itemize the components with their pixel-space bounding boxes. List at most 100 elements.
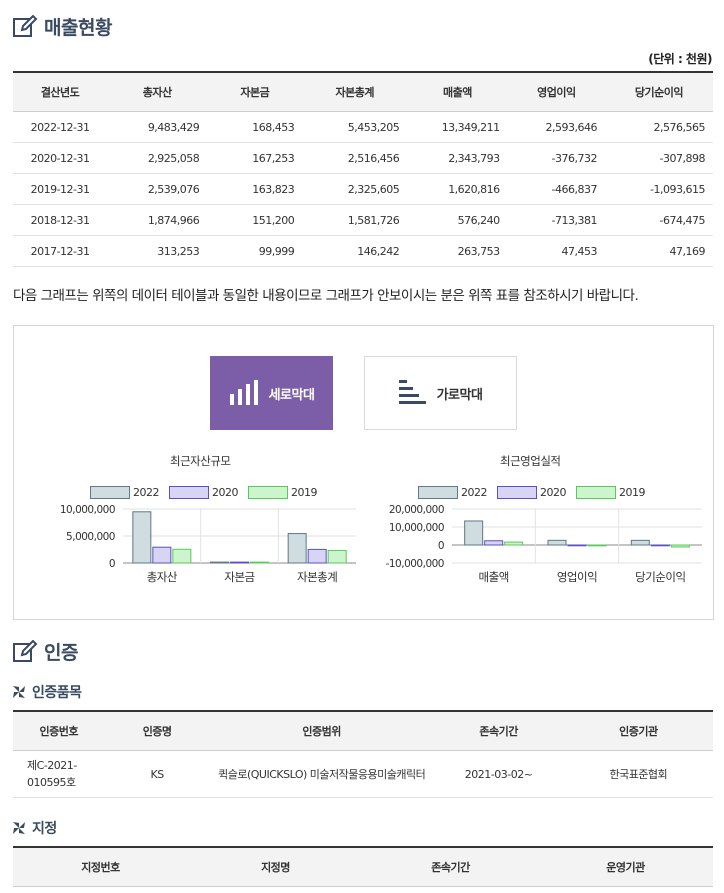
bar-2020 xyxy=(650,544,670,547)
col-header: 인증번호 xyxy=(13,710,105,751)
y-tick-label: 20,000,000 xyxy=(389,504,444,516)
chart2-legend: 2022 2020 2019 xyxy=(418,486,649,499)
legend-item-2020: 2020 xyxy=(169,486,239,499)
value-cell: -1,093,615 xyxy=(604,173,713,205)
edit-icon xyxy=(13,639,38,662)
legend-item-2019: 2019 xyxy=(248,486,318,499)
bar-2022 xyxy=(464,520,484,546)
value-cell: 2,593,646 xyxy=(507,111,605,143)
table-row: 2020-12-31 2,925,058 167,253 2,516,456 2,343… xyxy=(13,142,713,174)
table-row: 2018-12-31 1,874,966 151,200 1,581,726 576,2… xyxy=(13,204,713,236)
x-tick-label: 자본금 xyxy=(224,570,254,584)
year-cell: 2019-12-31 xyxy=(13,173,108,205)
chart1-title: 최근자산규모 xyxy=(170,454,231,468)
cert-agency: 한국표준협회 xyxy=(563,750,713,798)
sales-title: 매출현황 xyxy=(44,17,112,39)
bar-2020 xyxy=(567,544,587,547)
value-cell: 13,349,211 xyxy=(407,111,508,143)
col-header: 결산년도 xyxy=(13,71,108,112)
value-cell: 2,576,565 xyxy=(604,111,713,143)
col-header: 자본총계 xyxy=(302,71,408,112)
value-cell: -466,837 xyxy=(507,173,605,205)
bar-2020 xyxy=(152,546,172,564)
col-header: 자본금 xyxy=(207,71,303,112)
value-cell: 263,753 xyxy=(407,235,508,267)
bar-2020 xyxy=(484,540,504,546)
vertical-bars-icon xyxy=(229,380,258,405)
y-tick-label: -10,000,000 xyxy=(386,558,444,570)
designation-header-row: 지정번호 지정명 존속기간 운영기관 xyxy=(13,846,713,887)
x-tick-label: 매출액 xyxy=(479,570,509,584)
tab-horizontal-bar[interactable]: 가로막대 xyxy=(364,356,517,430)
value-cell: 5,453,205 xyxy=(302,111,408,143)
value-cell: -376,732 xyxy=(507,142,605,174)
bar-2020 xyxy=(230,561,249,564)
designation-table: 지정번호 지정명 존속기간 운영기관 xyxy=(13,846,713,887)
bar-2019 xyxy=(670,544,690,548)
value-cell: 9,483,429 xyxy=(107,111,208,143)
value-cell: -307,898 xyxy=(604,142,713,174)
sales-section-title: 매출현황 xyxy=(12,13,112,40)
col-header: 지정번호 xyxy=(13,846,188,887)
value-cell: 2,516,456 xyxy=(302,142,408,174)
chart2-title: 최근영업실적 xyxy=(500,454,561,468)
cert-table: 인증번호 인증명 인증범위 존속기간 인증기관 제C-2021-010595호 … xyxy=(13,710,713,798)
horizontal-bars-icon xyxy=(398,380,426,404)
sales-header-row: 결산년도 총자산 자본금 자본총계 매출액 영업이익 당기순이익 xyxy=(13,71,713,112)
table-row: 2019-12-31 2,539,076 163,823 2,325,605 1,620… xyxy=(13,173,713,205)
legend-item-2020: 2020 xyxy=(497,486,567,499)
tab-horizontal-label: 가로막대 xyxy=(436,387,483,403)
col-header: 운영기관 xyxy=(538,846,713,887)
performance-chart: 20,000,000 10,000,000 0 -10,000,000 매출액 영업이익 당… xyxy=(386,504,702,584)
value-cell: 47,169 xyxy=(604,235,713,267)
bar-2020 xyxy=(307,548,327,564)
tab-vertical-bar[interactable]: 세로막대 xyxy=(210,356,333,430)
tab-vertical-label: 세로막대 xyxy=(268,387,315,403)
year-cell: 2020-12-31 xyxy=(13,142,108,174)
value-cell: 146,242 xyxy=(302,235,408,267)
x-tick-label: 당기순이익 xyxy=(635,570,685,584)
bar-2022 xyxy=(132,511,152,564)
legend-item-2022: 2022 xyxy=(90,486,160,499)
col-header: 인증명 xyxy=(104,710,210,751)
cert-items-title: 인증품목 xyxy=(12,682,82,702)
value-cell: 2,925,058 xyxy=(107,142,208,174)
col-header: 당기순이익 xyxy=(604,71,713,112)
pinwheel-icon xyxy=(13,686,25,698)
cert-number: 제C-2021-010595호 xyxy=(13,750,105,798)
cert-name: KS xyxy=(104,750,210,798)
table-row: 제C-2021-010595호 KS 퀵슬로(QUICKSLO) 미술저작물응용… xyxy=(13,750,713,798)
year-cell: 2017-12-31 xyxy=(13,235,108,267)
chart1-legend: 2022 2020 2019 xyxy=(90,486,321,499)
y-tick-label: 0 xyxy=(109,558,115,570)
bar-2022 xyxy=(287,533,307,564)
bar-2019 xyxy=(172,548,192,564)
col-header: 지정명 xyxy=(188,846,363,887)
x-tick-label: 영업이익 xyxy=(557,570,597,584)
value-cell: 47,453 xyxy=(507,235,605,267)
y-tick-label: 10,000,000 xyxy=(389,522,444,534)
col-header: 인증기관 xyxy=(563,710,713,751)
value-cell: 99,999 xyxy=(207,235,303,267)
value-cell: 576,240 xyxy=(407,204,508,236)
y-tick-label: 0 xyxy=(438,540,444,552)
value-cell: 163,823 xyxy=(207,173,303,205)
value-cell: -713,381 xyxy=(507,204,605,236)
bar-2019 xyxy=(250,561,269,564)
designation-title: 지정 xyxy=(12,818,57,838)
cert-title: 인증 xyxy=(44,642,78,664)
pinwheel-icon xyxy=(13,822,25,834)
value-cell: 1,874,966 xyxy=(107,204,208,236)
legend-item-2022: 2022 xyxy=(418,486,488,499)
year-cell: 2018-12-31 xyxy=(13,204,108,236)
bar-2019 xyxy=(587,544,607,547)
cert-section-title: 인증 xyxy=(12,638,78,665)
col-header: 인증범위 xyxy=(209,710,434,751)
col-header: 매출액 xyxy=(407,71,508,112)
unit-label: (단위 : 천원) xyxy=(648,52,712,66)
chart-notice: 다음 그래프는 위쪽의 데이터 테이블과 동일한 내용이므로 그래프가 안보이시… xyxy=(13,288,639,304)
table-row: 2022-12-31 9,483,429 168,453 5,453,205 13,34… xyxy=(13,111,713,143)
col-header: 존속기간 xyxy=(433,710,564,751)
cert-header-row: 인증번호 인증명 인증범위 존속기간 인증기관 xyxy=(13,710,713,751)
bar-2022 xyxy=(547,539,567,546)
